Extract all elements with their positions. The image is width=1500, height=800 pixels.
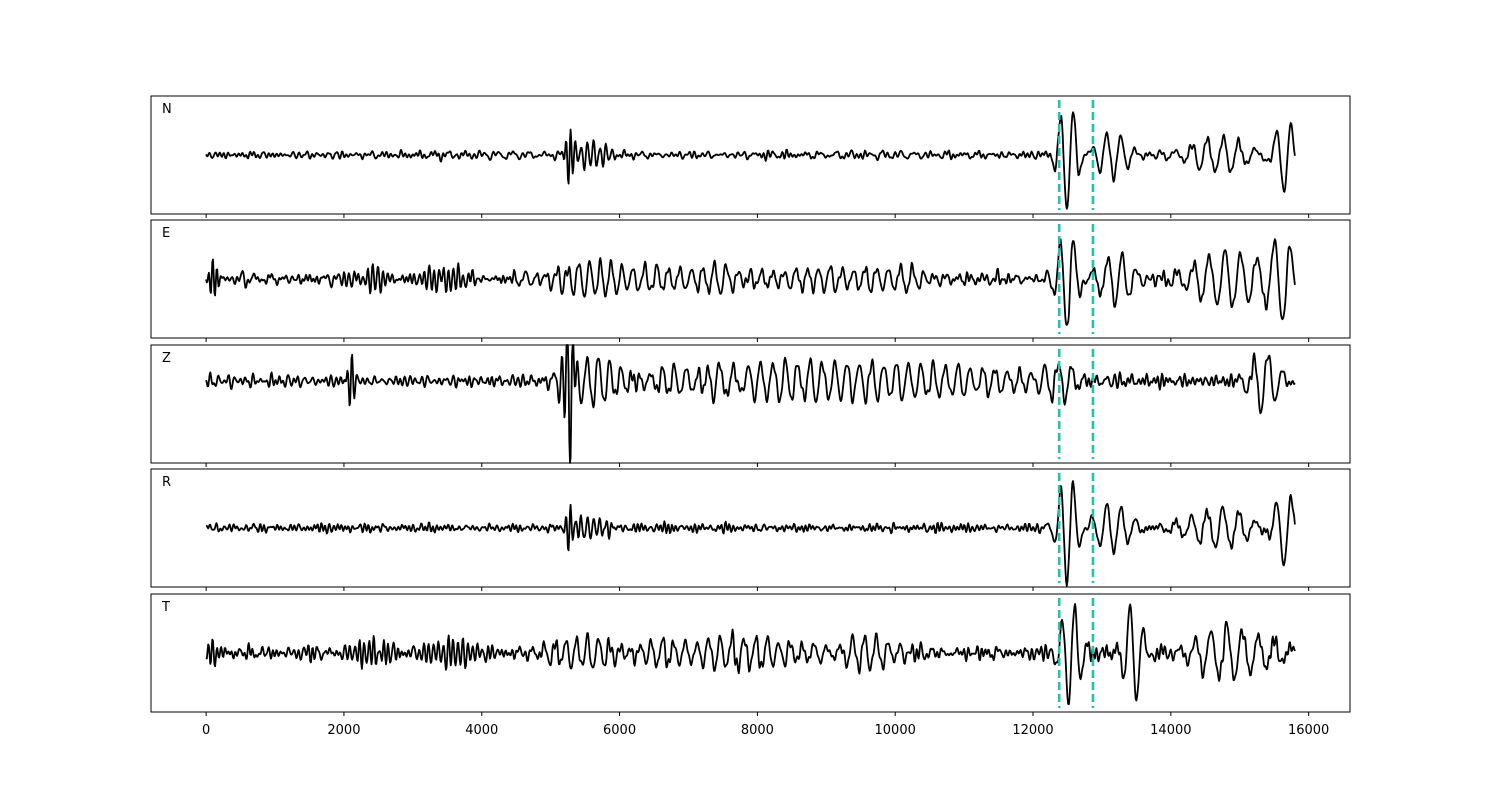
panel-e: E xyxy=(150,219,1351,342)
panel-frame xyxy=(150,219,1351,339)
panel-frame xyxy=(150,95,1351,215)
panel-t: T xyxy=(150,593,1351,716)
x-tick-label: 14000 xyxy=(1150,723,1191,738)
x-tick-label: 6000 xyxy=(603,723,636,738)
x-tick-label: 16000 xyxy=(1288,723,1329,738)
panel-label: T xyxy=(161,600,170,615)
panel-n: N xyxy=(150,95,1351,218)
waveform-n xyxy=(205,111,1296,210)
x-tick-label: 4000 xyxy=(465,723,498,738)
x-tick-label: 10000 xyxy=(875,723,916,738)
panel-label: N xyxy=(162,102,172,117)
waveform-r xyxy=(205,480,1296,587)
x-tick-label: 0 xyxy=(202,723,210,738)
x-tick-label: 2000 xyxy=(327,723,360,738)
panel-frame xyxy=(150,468,1351,588)
panel-label: Z xyxy=(162,351,171,366)
panel-frame xyxy=(150,344,1351,464)
panel-label: R xyxy=(162,475,171,490)
waveform-t xyxy=(205,603,1296,705)
panel-z: Z xyxy=(150,344,1351,467)
panel-r: R xyxy=(150,468,1351,591)
x-tick-label: 8000 xyxy=(741,723,774,738)
waveform-e xyxy=(205,238,1296,326)
waveform-z xyxy=(205,344,1296,464)
x-tick-label: 12000 xyxy=(1012,723,1053,738)
panel-label: E xyxy=(162,226,170,241)
panel-frame xyxy=(150,593,1351,713)
